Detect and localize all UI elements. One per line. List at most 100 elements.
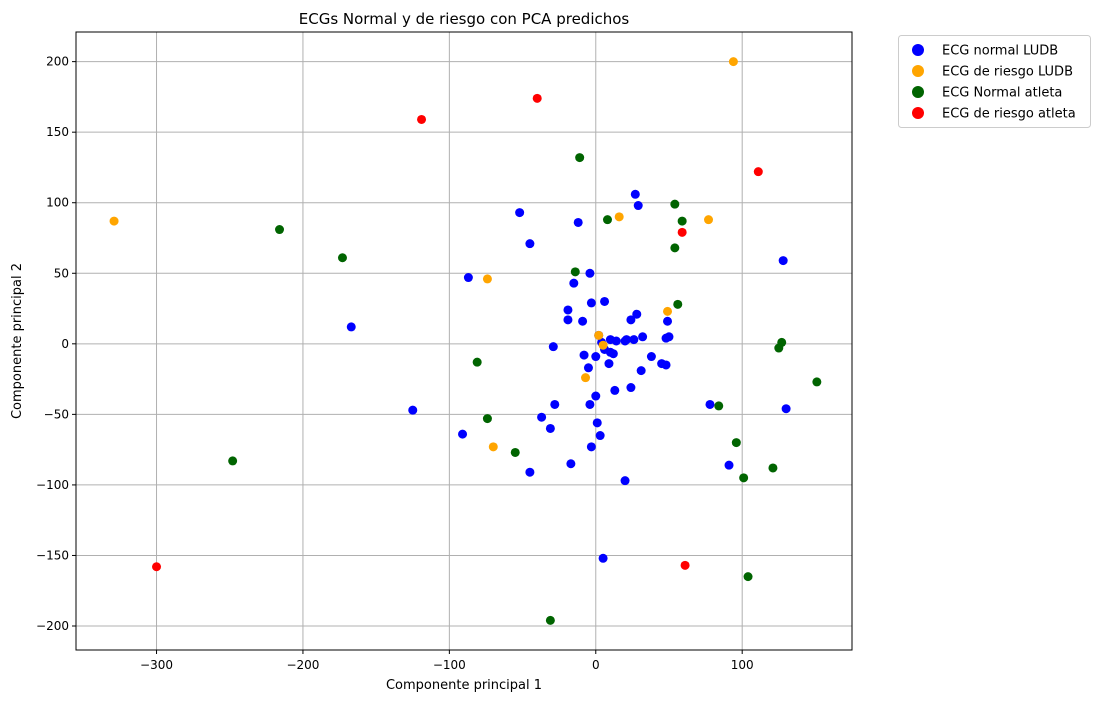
data-point bbox=[566, 459, 576, 469]
data-point bbox=[670, 243, 680, 253]
x-tick-label: 0 bbox=[592, 658, 600, 672]
data-point bbox=[724, 460, 734, 470]
data-point bbox=[620, 336, 630, 346]
legend-marker bbox=[912, 107, 924, 119]
data-point bbox=[585, 268, 595, 278]
data-point bbox=[636, 366, 646, 376]
data-point bbox=[228, 456, 238, 466]
plot-frame bbox=[75, 31, 853, 651]
data-point bbox=[781, 404, 791, 414]
data-point bbox=[579, 350, 589, 360]
legend: ECG normal LUDB ECG de riesgo LUDB ECG Nor… bbox=[898, 35, 1091, 128]
data-point bbox=[472, 357, 482, 367]
legend-marker bbox=[912, 65, 924, 77]
legend-box bbox=[898, 35, 1091, 128]
x-tick-label: −200 bbox=[286, 658, 319, 672]
series-4 bbox=[152, 93, 763, 572]
data-point bbox=[753, 167, 763, 177]
data-point bbox=[570, 267, 580, 277]
y-tick-label: 0 bbox=[61, 337, 69, 351]
data-point bbox=[569, 278, 579, 288]
data-point bbox=[550, 399, 560, 409]
y-tick-label: 50 bbox=[54, 266, 69, 280]
x-tick-label: −100 bbox=[433, 658, 466, 672]
data-point bbox=[591, 391, 601, 401]
data-point bbox=[563, 305, 573, 315]
data-point bbox=[614, 212, 624, 222]
data-point bbox=[537, 412, 547, 422]
data-point bbox=[704, 215, 714, 225]
x-axis-title: Componente principal 1 bbox=[386, 678, 542, 693]
data-point bbox=[109, 216, 119, 226]
data-point bbox=[604, 359, 614, 369]
series-3 bbox=[228, 153, 822, 625]
data-point bbox=[583, 363, 593, 373]
data-point bbox=[739, 473, 749, 483]
grid-layer bbox=[76, 32, 852, 650]
series-2 bbox=[109, 57, 738, 452]
data-point bbox=[463, 273, 473, 283]
data-point bbox=[728, 57, 738, 67]
x-tick-label: 100 bbox=[731, 658, 754, 672]
data-point bbox=[629, 335, 639, 345]
data-point bbox=[608, 349, 618, 359]
data-point bbox=[581, 373, 591, 383]
data-point bbox=[774, 343, 784, 353]
data-point bbox=[812, 377, 822, 387]
data-point bbox=[680, 560, 690, 570]
y-tick-label: −200 bbox=[36, 619, 69, 633]
data-point bbox=[578, 316, 588, 326]
points-layer bbox=[109, 57, 822, 625]
data-point bbox=[525, 467, 535, 477]
legend-label: ECG de riesgo LUDB bbox=[942, 65, 1073, 80]
data-point bbox=[417, 114, 427, 124]
legend-label: ECG normal LUDB bbox=[942, 44, 1058, 59]
data-point bbox=[602, 215, 612, 225]
data-point bbox=[632, 309, 642, 319]
data-point bbox=[563, 315, 573, 325]
legend-marker bbox=[912, 44, 924, 56]
data-point bbox=[586, 298, 596, 308]
x-tick-label: −300 bbox=[140, 658, 173, 672]
data-point bbox=[705, 399, 715, 409]
data-point bbox=[600, 296, 610, 306]
data-point bbox=[488, 442, 498, 452]
data-point bbox=[337, 253, 347, 263]
data-point bbox=[620, 476, 630, 486]
data-point bbox=[575, 153, 585, 163]
y-tick-label: −50 bbox=[44, 407, 69, 421]
y-tick-label: 150 bbox=[46, 125, 69, 139]
data-point bbox=[630, 189, 640, 199]
y-axis-title: Componente principal 2 bbox=[10, 263, 25, 419]
legend-marker bbox=[912, 86, 924, 98]
data-point bbox=[638, 332, 648, 342]
legend-items: ECG normal LUDB ECG de riesgo LUDB ECG Nor… bbox=[912, 44, 1076, 122]
data-point bbox=[663, 306, 673, 316]
data-point bbox=[778, 256, 788, 266]
data-point bbox=[673, 299, 683, 309]
data-point bbox=[677, 216, 687, 226]
data-point bbox=[626, 315, 636, 325]
data-point bbox=[592, 418, 602, 428]
data-point bbox=[598, 340, 608, 350]
data-point bbox=[586, 442, 596, 452]
y-tick-label: 100 bbox=[46, 196, 69, 210]
data-point bbox=[594, 330, 604, 340]
data-point bbox=[670, 199, 680, 209]
data-point bbox=[611, 336, 621, 346]
data-point bbox=[663, 316, 673, 326]
data-point bbox=[768, 463, 778, 473]
data-point bbox=[525, 239, 535, 249]
data-point bbox=[545, 423, 555, 433]
data-point bbox=[743, 572, 753, 582]
data-point bbox=[714, 401, 724, 411]
data-point bbox=[510, 447, 520, 457]
data-point bbox=[515, 208, 525, 218]
chart-title: ECGs Normal y de riesgo con PCA predicho… bbox=[299, 10, 630, 28]
data-point bbox=[677, 227, 687, 237]
data-point bbox=[731, 438, 741, 448]
data-point bbox=[482, 274, 492, 284]
data-point bbox=[573, 217, 583, 227]
data-point bbox=[532, 93, 542, 103]
